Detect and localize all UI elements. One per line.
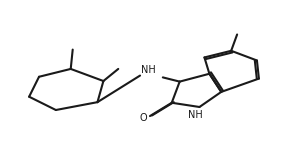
Text: NH: NH [188,110,203,120]
Text: O: O [139,113,147,123]
Text: NH: NH [141,65,155,75]
